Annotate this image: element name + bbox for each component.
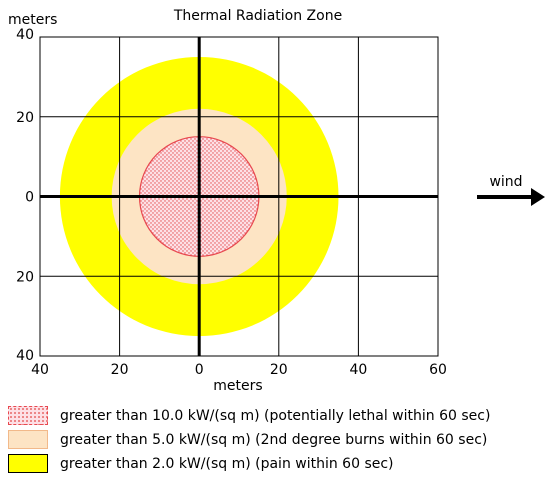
x-tick-label: 20 (111, 362, 129, 378)
legend-item: greater than 10.0 kW/(sq m) (potentially… (8, 404, 490, 427)
legend-item: greater than 5.0 kW/(sq m) (2nd degree b… (8, 428, 490, 451)
x-tick-label: 20 (270, 362, 288, 378)
chart-title: Thermal Radiation Zone (173, 8, 342, 24)
x-tick-label: 60 (429, 362, 447, 378)
y-tick-label: 40 (16, 27, 34, 43)
grid-layer (39, 36, 439, 357)
wind-arrow-icon (531, 188, 545, 206)
legend: greater than 10.0 kW/(sq m) (potentially… (8, 404, 490, 476)
y-tick-label: 20 (16, 110, 34, 126)
legend-item: greater than 2.0 kW/(sq m) (pain within … (8, 452, 490, 475)
legend-swatch (8, 406, 48, 425)
legend-label: greater than 2.0 kW/(sq m) (pain within … (60, 455, 394, 472)
legend-swatch (8, 454, 48, 473)
y-ticks: 40 20 0 20 40 (16, 27, 34, 364)
x-axis-label: meters (213, 378, 262, 394)
x-tick-label: 40 (31, 362, 49, 378)
x-tick-label: 0 (195, 362, 204, 378)
legend-label: greater than 5.0 kW/(sq m) (2nd degree b… (60, 431, 488, 448)
x-ticks: 40 20 0 20 40 60 (31, 362, 447, 378)
y-tick-label: 40 (16, 348, 34, 364)
wind-indicator: wind (477, 174, 545, 206)
thermal-radiation-chart: Thermal Radiation Zone meters 402002040 … (8, 8, 545, 394)
legend-swatch (8, 430, 48, 449)
legend-label: greater than 10.0 kW/(sq m) (potentially… (60, 407, 491, 424)
y-axis-label: meters (8, 12, 57, 28)
wind-label: wind (489, 174, 522, 190)
plot-frame (39, 36, 439, 357)
y-tick-label: 20 (16, 269, 34, 285)
x-tick-label: 40 (349, 362, 367, 378)
y-tick-label: 0 (25, 190, 34, 206)
